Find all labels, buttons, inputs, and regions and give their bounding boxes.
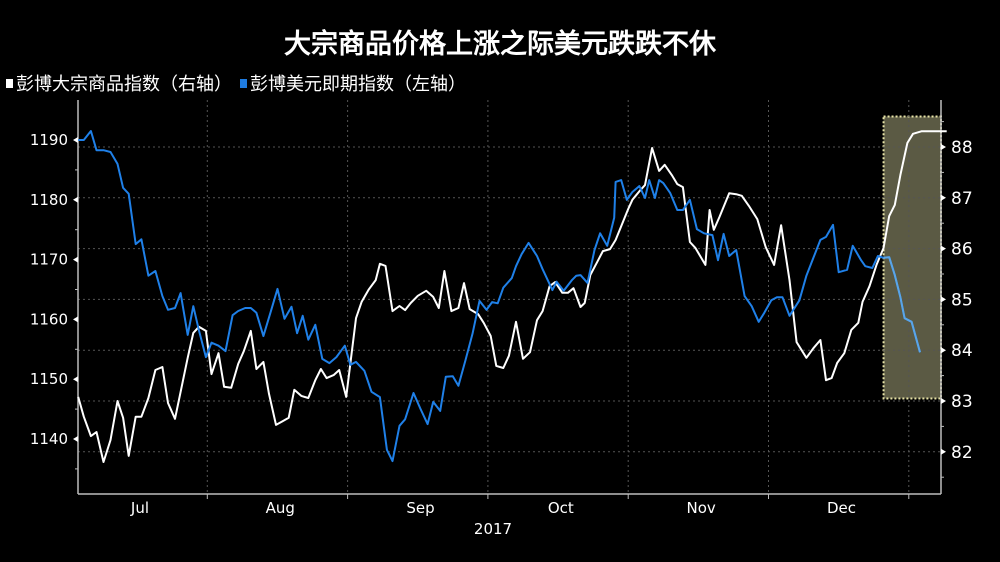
legend: 彭博大宗商品指数（右轴） 彭博美元即期指数（左轴） [6,70,474,96]
dollar-index-line [78,130,921,463]
right-axis-label: 82 [951,443,973,463]
left-axis-label: 1170 [30,251,68,269]
left-tick-marker [73,137,78,143]
right-axis-label: 86 [951,240,973,260]
chart-title: 大宗商品价格上涨之际美元跌跌不休 [284,29,716,60]
x-axis-label: Aug [266,499,295,517]
left-tick-marker [73,376,78,383]
left-axis-label: 1180 [30,191,68,209]
left-tick-marker [73,316,78,323]
right-axis-label: 83 [951,392,973,412]
left-tick-marker [73,256,78,263]
right-axis-label: 85 [951,290,973,310]
x-axis-label: Jul [130,499,149,517]
legend-item-commodity: 彭博大宗商品指数（右轴） [6,70,232,96]
right-tick-marker [941,296,946,303]
left-axis-label: 1190 [30,131,68,149]
left-tick-marker [73,196,78,203]
left-tick-marker [73,436,78,442]
left-axis-label: 1150 [30,370,68,388]
x-axis-label: Sep [406,499,434,517]
right-tick-marker [941,194,946,201]
right-tick-marker [941,245,946,252]
right-tick-marker [941,398,946,404]
legend-label-dollar: 彭博美元即期指数（左轴） [250,74,466,95]
x-axis-year-label: 2017 [474,520,512,538]
right-tick-marker [941,448,946,455]
left-axis-label: 1140 [30,430,68,448]
highlight-box [882,115,943,400]
left-axis-label: 1160 [30,310,68,328]
right-axis-label: 84 [951,341,973,361]
right-axis-label: 87 [951,189,973,209]
x-axis-label: Nov [687,499,716,517]
x-axis-label: Dec [827,499,856,517]
dollar-index-line-highlighted [883,256,921,353]
right-axis-label: 88 [951,138,973,158]
right-tick-marker [941,347,946,354]
legend-item-dollar: 彭博美元即期指数（左轴） [240,70,466,96]
x-axis-label: Oct [548,499,574,517]
legend-swatch-dollar [240,78,247,88]
legend-swatch-commodity [6,78,13,88]
commodity-index-line [77,130,947,463]
legend-label-commodity: 彭博大宗商品指数（右轴） [16,74,232,95]
right-tick-marker [941,144,946,150]
